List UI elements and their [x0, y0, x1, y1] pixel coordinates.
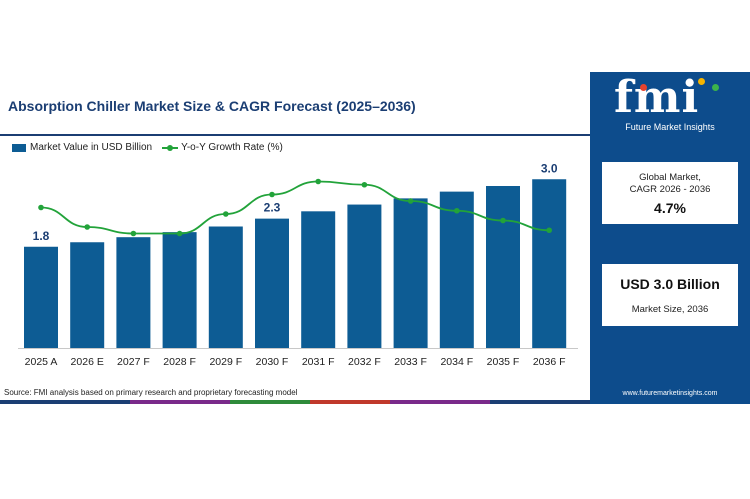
x-tick-label: 2032 F: [348, 356, 381, 368]
bar-2027-f: [116, 237, 151, 348]
logo-mark: fmi: [614, 72, 700, 123]
bar-2034-f: [439, 191, 474, 348]
color-strip-segment: [230, 400, 310, 404]
color-strip-segment: [0, 400, 130, 404]
x-tick-label: 2027 F: [117, 356, 150, 368]
legend-item-market-value: Market Value in USD Billion: [12, 142, 152, 153]
title-divider: [0, 134, 590, 136]
growth-point-4: [223, 211, 229, 217]
legend-label-growth-rate: Y-o-Y Growth Rate (%): [181, 142, 283, 153]
growth-point-5: [269, 191, 275, 198]
bar-2030-f: [255, 218, 289, 348]
logo-dot-green: [712, 84, 719, 91]
color-strip-segment: [130, 400, 230, 404]
logo-dot-yellow: [698, 78, 705, 85]
bar-2025-a: [24, 246, 58, 348]
legend-bar-swatch: [12, 143, 26, 152]
bar-2026-e: [70, 242, 105, 348]
chart-legend: Market Value in USD Billion Y-o-Y Growth…: [12, 142, 293, 153]
growth-point-7: [361, 181, 368, 188]
market-size-label: Market Size, 2036: [631, 304, 709, 315]
bar-2036-f: [532, 179, 567, 348]
bar-2035-f: [486, 186, 520, 348]
cagr-label-line1: Global Market,: [639, 172, 701, 183]
growth-point-9: [454, 207, 460, 214]
bar-2033-f: [393, 198, 428, 348]
x-tick-label: 2029 F: [209, 356, 242, 368]
x-tick-label: 2025 A: [25, 356, 58, 368]
bar-2029-f: [208, 226, 243, 348]
market-size-value: USD 3.0 Billion: [620, 276, 720, 292]
bar-2028-f: [162, 232, 197, 348]
bar-2031-f: [301, 211, 336, 348]
bar-data-label: 1.8: [33, 229, 50, 243]
x-tick-label: 2031 F: [302, 356, 335, 368]
bar-line-chart: 2025 A 2026 E 2027 F 2028 F 2029 F 2030 F 2031…: [18, 161, 578, 368]
x-tick-label: 2036 F: [533, 356, 566, 368]
chart-panel: Absorption Chiller Market Size & CAGR Fo…: [0, 72, 590, 404]
x-tick-label: 2033 F: [394, 356, 427, 368]
website-link[interactable]: www.futuremarketinsights.com: [622, 390, 718, 397]
x-tick-label: 2035 F: [487, 356, 520, 368]
logo-tagline: Future Market Insights: [625, 122, 715, 132]
cagr-card: Global Market, CAGR 2026 - 2036 4.7%: [602, 162, 738, 224]
x-tick-label: 2026 E: [71, 356, 104, 368]
x-tick-label: 2030 F: [256, 356, 289, 368]
x-tick-label: 2034 F: [440, 356, 473, 368]
source-note: Source: FMI analysis based on primary re…: [4, 388, 298, 397]
color-strip-segment: [310, 400, 390, 404]
chart-title: Absorption Chiller Market Size & CAGR Fo…: [8, 98, 416, 114]
legend-item-growth-rate: Y-o-Y Growth Rate (%): [162, 142, 283, 153]
summary-panel: fmi Future Market Insights Global Market…: [590, 72, 750, 404]
bar-data-label: 3.0: [541, 161, 558, 175]
legend-line-swatch: [162, 144, 179, 152]
x-tick-label: 2028 F: [163, 356, 196, 368]
cagr-label-line2: CAGR 2026 - 2036: [629, 184, 711, 195]
fmi-logo: fmi Future Market Insights: [602, 72, 738, 136]
cagr-value: 4.7%: [654, 200, 686, 216]
color-strip-segment: [390, 400, 490, 404]
color-strip-segment: [490, 400, 590, 404]
bar-2032-f: [347, 204, 382, 348]
color-strip: [0, 400, 590, 404]
market-size-card: USD 3.0 Billion Market Size, 2036: [602, 264, 738, 326]
growth-point-1: [84, 224, 90, 230]
growth-point-0: [38, 204, 44, 211]
growth-point-8: [407, 198, 414, 204]
growth-point-11: [546, 227, 552, 234]
growth-point-2: [130, 230, 137, 237]
growth-point-6: [315, 178, 322, 185]
growth-point-10: [500, 217, 506, 224]
logo-dot-red: [640, 84, 647, 91]
bar-data-label: 2.3: [264, 201, 281, 215]
legend-label-market-value: Market Value in USD Billion: [30, 142, 153, 153]
growth-point-3: [176, 230, 183, 237]
infographic-frame: Absorption Chiller Market Size & CAGR Fo…: [0, 72, 750, 404]
